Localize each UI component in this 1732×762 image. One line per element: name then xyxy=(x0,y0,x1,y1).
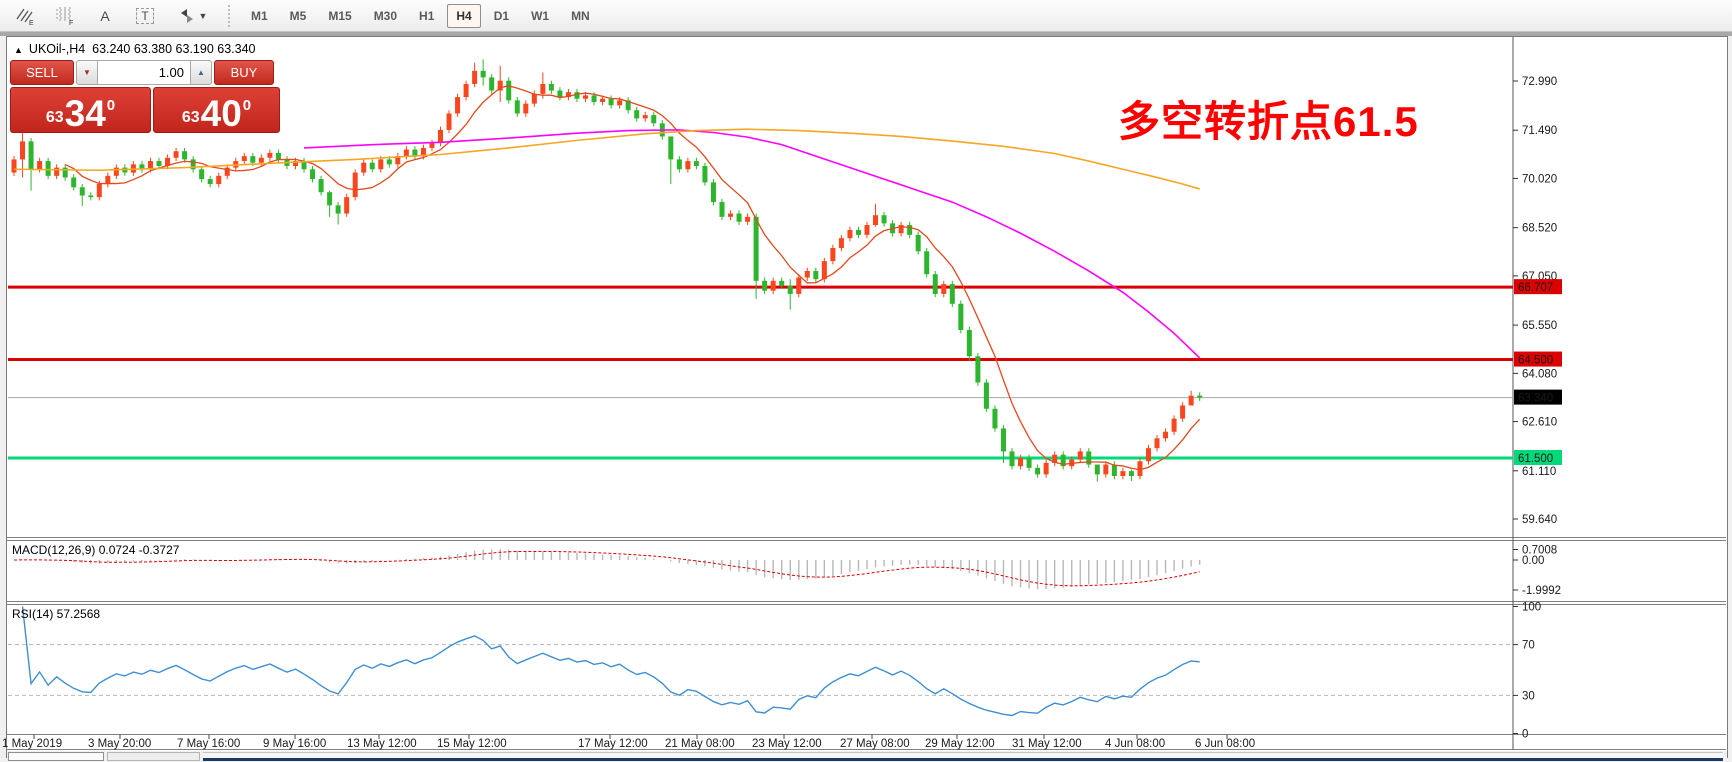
sell-price-whole: 63 xyxy=(45,109,64,126)
grid-f-icon[interactable]: F xyxy=(50,3,80,29)
sell-button[interactable]: SELL xyxy=(10,60,74,85)
cursor-arrows-icon[interactable]: ▼ xyxy=(170,3,214,29)
tf-button-d1[interactable]: D1 xyxy=(485,4,518,28)
chart-canvas[interactable] xyxy=(6,36,1728,758)
rsi-indicator-label: RSI(14) 57.2568 xyxy=(12,607,101,621)
tf-button-m1[interactable]: M1 xyxy=(242,4,277,28)
label-a-icon[interactable]: A xyxy=(90,3,120,29)
scrollbar-main-track[interactable] xyxy=(203,752,1723,761)
svg-text:F: F xyxy=(69,20,73,26)
hatch-lines-glyph: E xyxy=(16,8,34,26)
macd-indicator-label: MACD(12,26,9) 0.0724 -0.3727 xyxy=(12,543,180,557)
toolbar: E F A T ▼ M1 M5 M xyxy=(0,0,1732,32)
tf-button-h1[interactable]: H1 xyxy=(410,4,443,28)
volume-input[interactable] xyxy=(98,60,190,85)
buy-price-fraction: 0 xyxy=(242,97,252,114)
chart-title: ▲ UKOil-,H4 63.240 63.380 63.190 63.340 xyxy=(14,42,256,56)
svg-text:E: E xyxy=(29,20,34,26)
sell-price-fraction: 0 xyxy=(106,97,116,114)
dropdown-caret-icon: ▼ xyxy=(198,10,208,21)
symbol-label: UKOil-,H4 xyxy=(28,42,86,56)
bottom-scrollbar xyxy=(7,751,1727,761)
sell-price-display[interactable]: 63 34 0 xyxy=(10,87,151,133)
mdi-background xyxy=(0,32,1732,36)
toolbar-separator xyxy=(228,4,230,27)
arrows-glyph xyxy=(180,8,193,23)
text-box-icon[interactable]: T xyxy=(130,3,160,29)
collapse-icon[interactable]: ▲ xyxy=(14,45,23,55)
grid-glyph: F xyxy=(56,6,73,26)
expert-hatch-icon[interactable]: E xyxy=(10,3,40,29)
scrollbar-left-thumb[interactable] xyxy=(8,752,104,761)
volume-increase-button[interactable]: ▲ xyxy=(190,60,212,85)
one-click-trading-panel: SELL ▼ ▲ BUY 63 34 0 63 40 0 xyxy=(10,60,280,133)
scrollbar-track-segment[interactable] xyxy=(107,752,200,761)
buy-price-whole: 63 xyxy=(181,109,200,126)
sell-price-pips: 34 xyxy=(64,92,106,134)
tf-button-h4[interactable]: H4 xyxy=(447,3,481,28)
ohlc-values: 63.240 63.380 63.190 63.340 xyxy=(92,42,256,56)
chart-annotation-text: 多空转折点61.5 xyxy=(1118,98,1419,145)
tf-button-w1[interactable]: W1 xyxy=(522,4,558,28)
buy-price-pips: 40 xyxy=(200,92,242,134)
tf-button-m30[interactable]: M30 xyxy=(365,4,406,28)
volume-decrease-button[interactable]: ▼ xyxy=(76,60,98,85)
tf-button-m5[interactable]: M5 xyxy=(281,4,316,28)
tf-button-m15[interactable]: M15 xyxy=(319,4,360,28)
tf-button-mn[interactable]: MN xyxy=(562,4,599,28)
buy-price-display[interactable]: 63 40 0 xyxy=(153,87,280,133)
buy-button[interactable]: BUY xyxy=(214,60,274,85)
